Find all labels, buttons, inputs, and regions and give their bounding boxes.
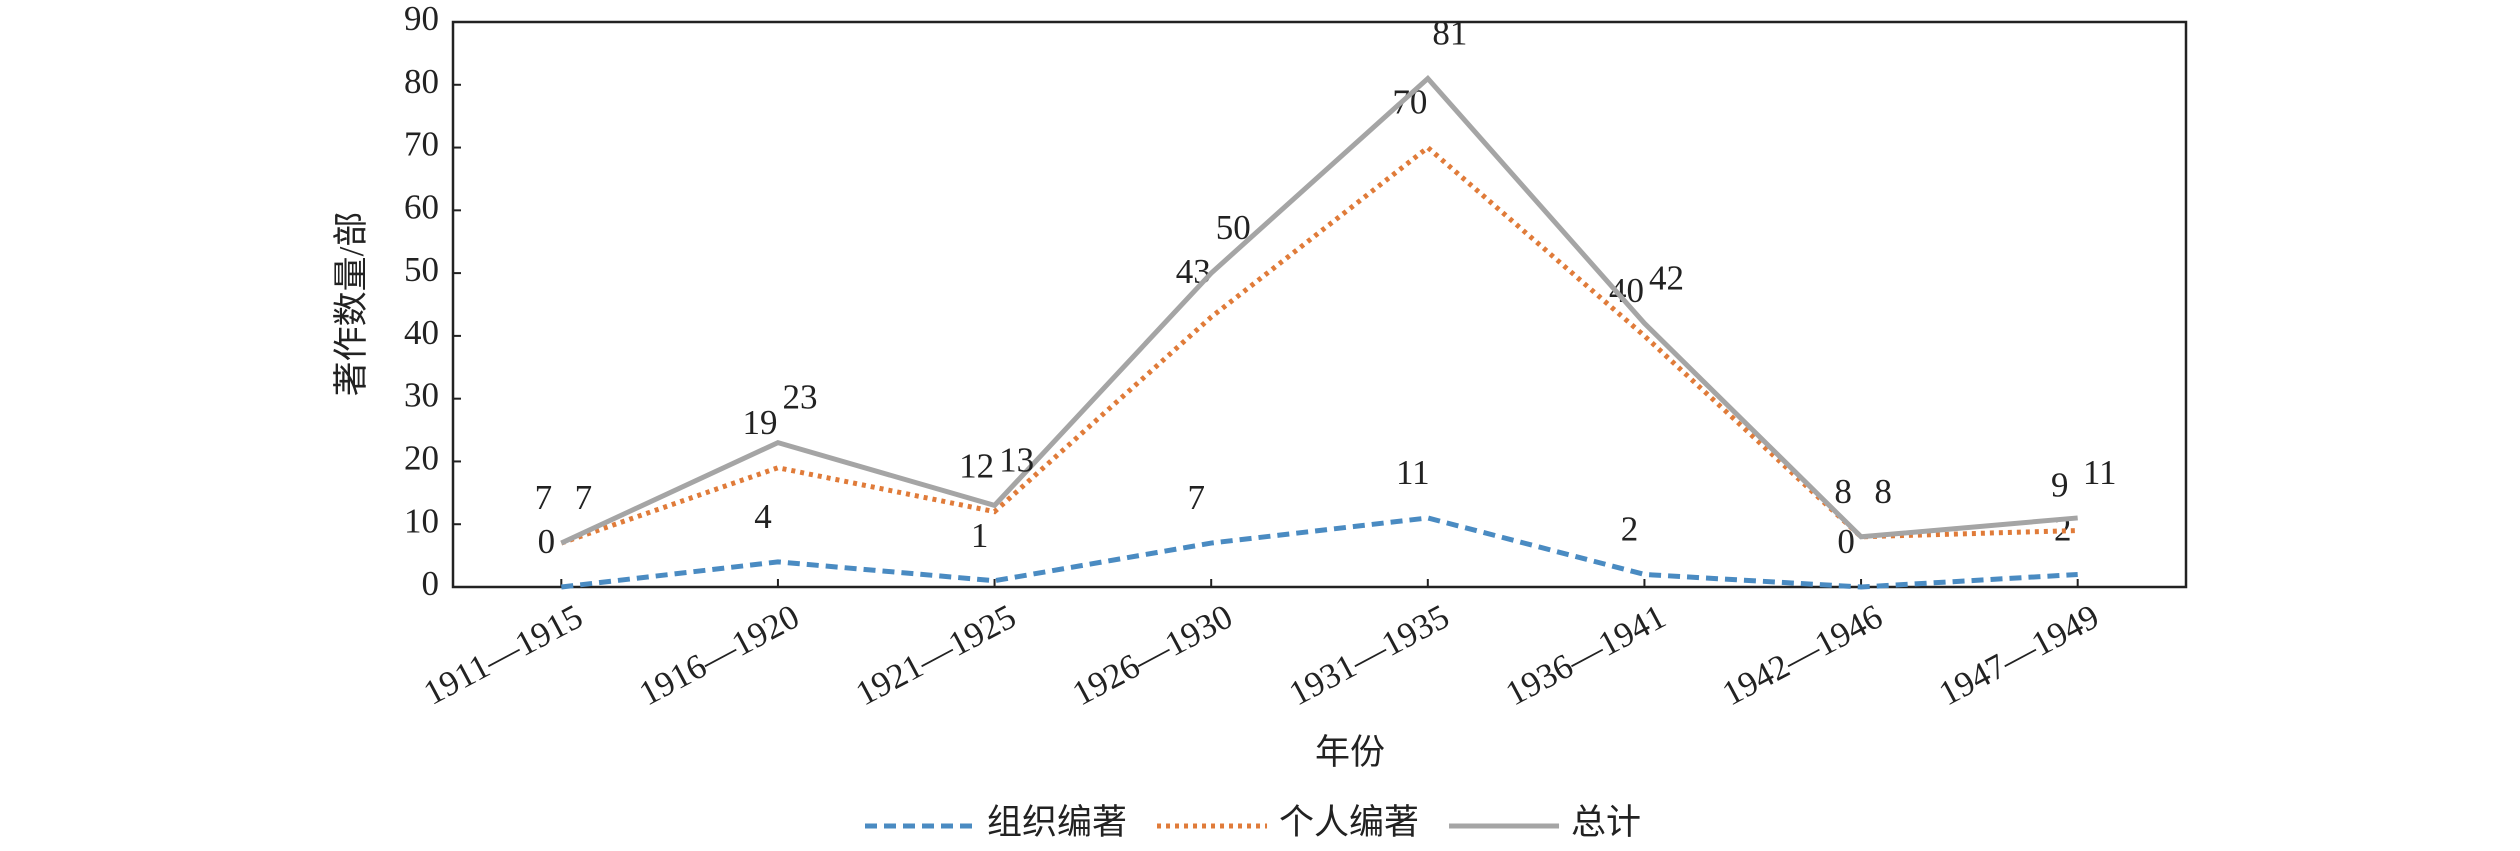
x-tick-label: 1942—1946	[1716, 597, 1889, 714]
y-tick-label: 80	[404, 62, 439, 101]
data-label: 13	[999, 440, 1034, 479]
data-label: 0	[538, 522, 556, 561]
legend-label: 个人编著	[1279, 803, 1419, 842]
data-label: 11	[1396, 453, 1430, 492]
y-tick-label: 70	[404, 125, 439, 164]
data-label: 43	[1176, 252, 1211, 291]
series-line	[560, 74, 2078, 546]
y-tick-label: 10	[404, 501, 439, 540]
data-label: 0	[1837, 522, 1855, 561]
x-tick-label: 1926—1930	[1066, 597, 1239, 714]
x-tick-label: 1936—1941	[1499, 597, 1672, 714]
plot-frame	[451, 20, 2188, 589]
y-tick-label: 30	[404, 376, 439, 415]
x-tick-label: 1921—1925	[849, 597, 1022, 714]
data-label: 7	[1187, 478, 1205, 517]
data-label: 70	[1392, 83, 1427, 122]
data-label: 19	[742, 403, 777, 442]
x-axis-title: 年份	[1315, 733, 1385, 772]
data-label: 12	[959, 447, 994, 486]
data-label: 8	[1834, 472, 1852, 511]
x-tick-label: 1916—1920	[633, 597, 806, 714]
legend-label: 总计	[1571, 803, 1641, 842]
y-tick-label: 90	[404, 0, 439, 38]
data-label: 2	[1621, 509, 1639, 548]
legend-label: 组织编著	[987, 803, 1127, 842]
data-label: 23	[782, 378, 817, 417]
data-label: 8	[1874, 472, 1892, 511]
data-label: 81	[1432, 14, 1467, 53]
x-tick-label: 1947—1949	[1932, 597, 2105, 714]
data-label: 7	[535, 478, 553, 517]
x-tick-label: 1911—1915	[417, 597, 589, 713]
y-tick-label: 20	[404, 438, 439, 477]
y-tick-label: 40	[404, 313, 439, 352]
y-tick-label: 50	[404, 250, 439, 289]
x-tick-label: 1931—1935	[1283, 597, 1456, 714]
data-label: 4	[754, 497, 772, 536]
y-tick-label: 0	[422, 564, 440, 603]
data-label: 1	[971, 516, 989, 555]
data-label: 42	[1649, 258, 1684, 297]
series-line	[561, 515, 2078, 590]
y-tick-label: 60	[404, 187, 439, 226]
data-label: 11	[2083, 453, 2117, 492]
data-label: 7	[575, 478, 593, 517]
y-axis-title: 著作数量/部	[332, 212, 371, 397]
data-label: 50	[1216, 208, 1251, 247]
data-label: 9	[2051, 466, 2069, 505]
